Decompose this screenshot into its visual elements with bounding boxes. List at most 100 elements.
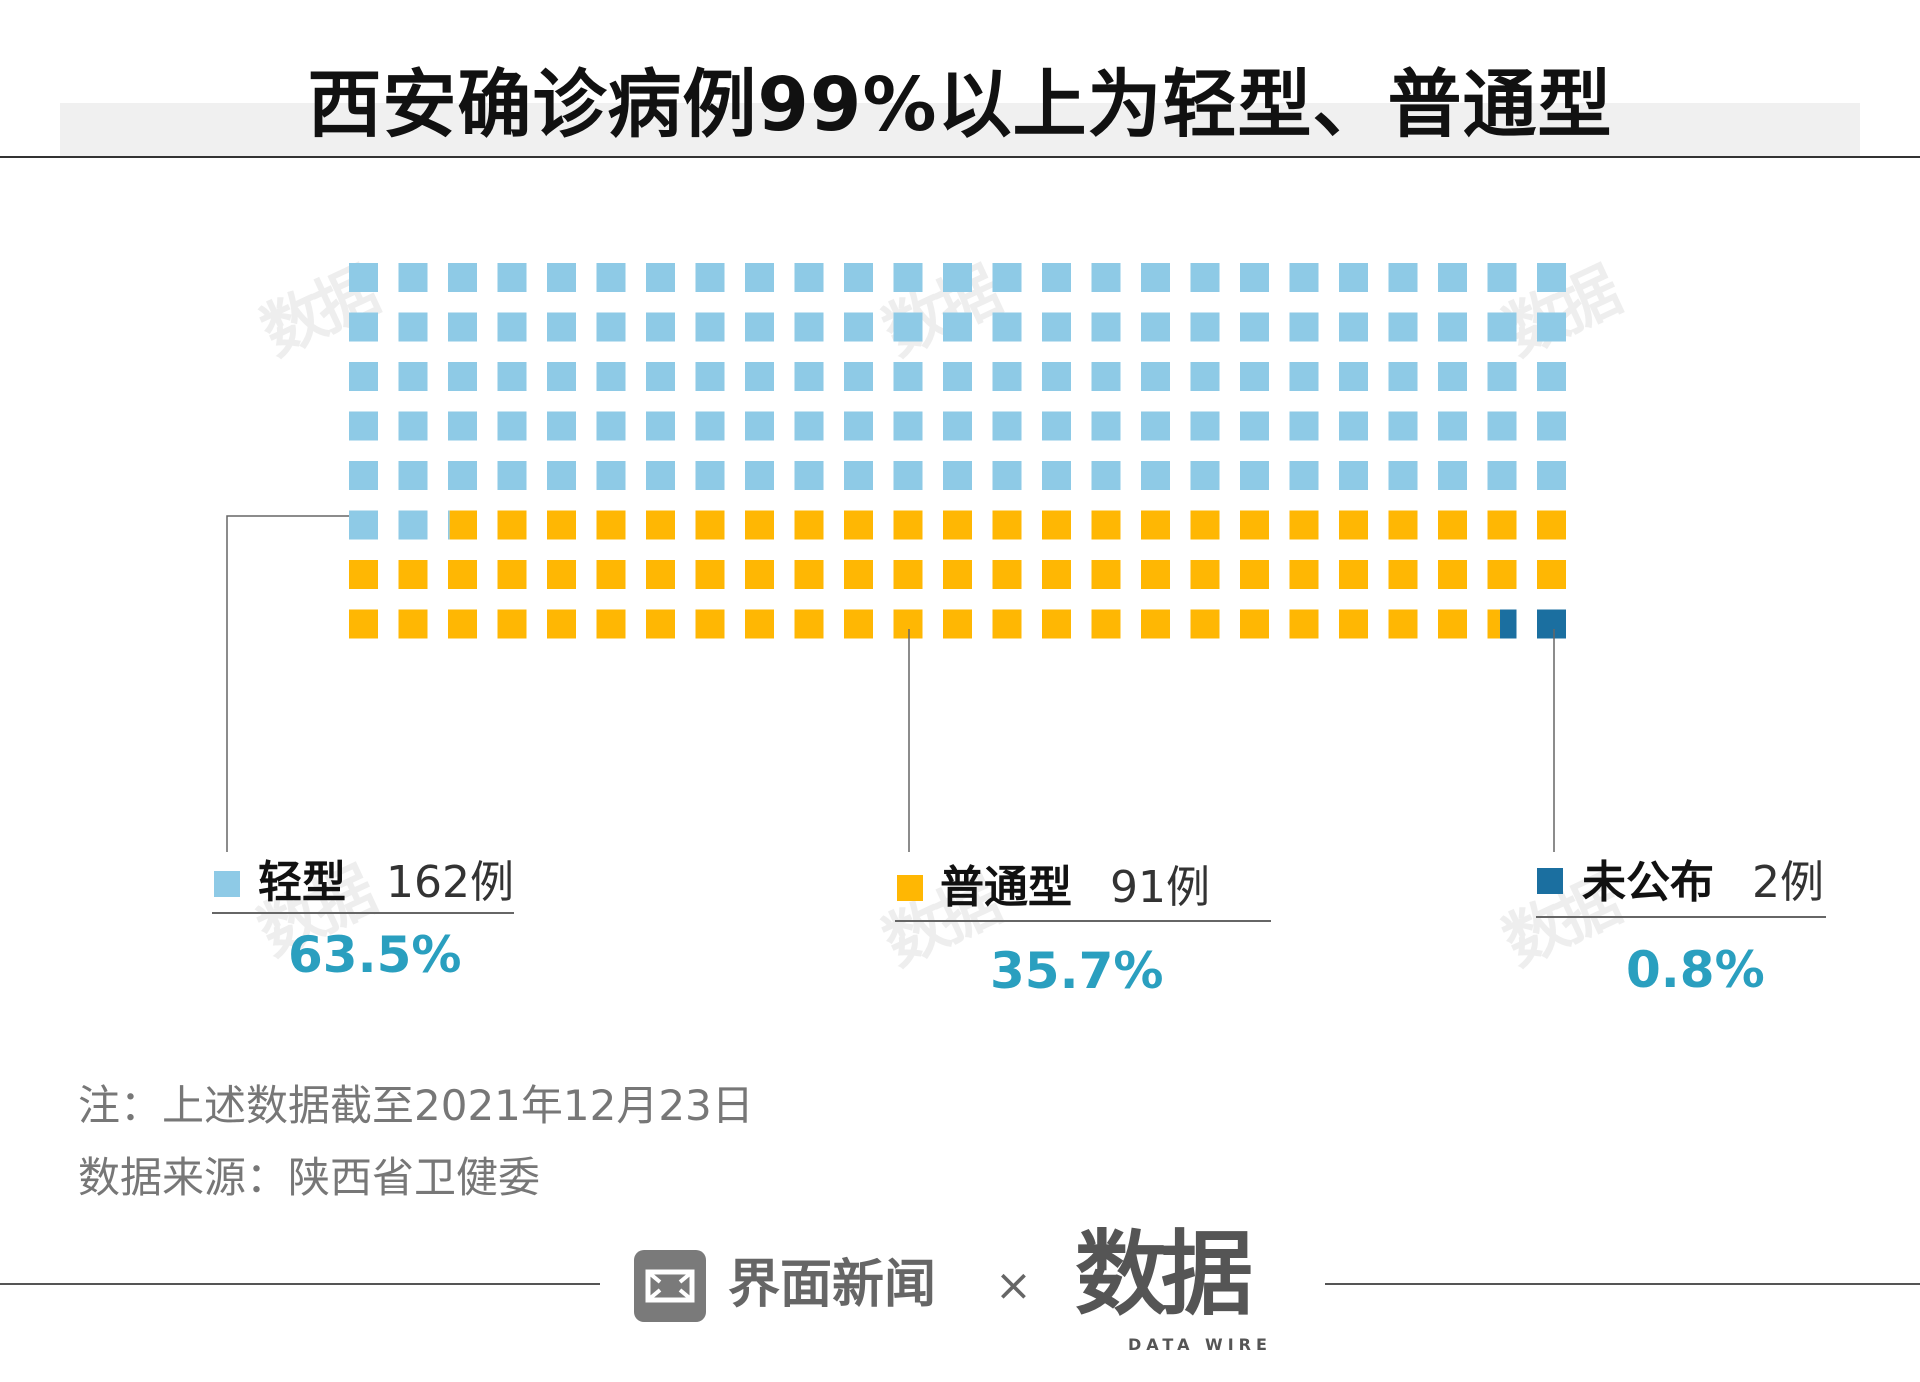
waffle-cell-普通型 (893, 560, 923, 589)
waffle-cell-轻型 (1487, 263, 1517, 292)
waffle-cell-轻型 (1537, 263, 1566, 292)
waffle-cell-轻型 (497, 411, 527, 441)
legend-swatch-common (897, 875, 923, 901)
waffle-cell-轻型 (1339, 312, 1368, 342)
waffle-cell-轻型 (893, 312, 923, 342)
waffle-cell-普通型 (547, 560, 576, 589)
waffle-cell-轻型 (1487, 411, 1517, 441)
waffle-cell-轻型 (448, 362, 477, 391)
waffle-cell-轻型 (1240, 312, 1269, 342)
waffle-cell-轻型 (1537, 312, 1566, 342)
waffle-cell-普通型 (1190, 510, 1220, 540)
waffle-cell-轻型 (1091, 312, 1121, 342)
waffle-cell-轻型 (1487, 461, 1517, 490)
waffle-cell-轻型 (1339, 362, 1368, 391)
waffle-cell-轻型 (497, 263, 527, 292)
waffle-cell-轻型 (1438, 461, 1467, 490)
waffle-cell-普通型 (1388, 510, 1418, 540)
legend-underline-unpublished (1536, 916, 1826, 918)
waffle-cell-普通型 (1141, 510, 1170, 540)
title-rule (0, 156, 1920, 158)
waffle-cell-轻型 (1388, 263, 1418, 292)
waffle-cell-普通型 (1388, 560, 1418, 589)
waffle-cell-普通型 (497, 609, 527, 639)
waffle-cell-普通型 (349, 609, 378, 639)
waffle-cell-轻型 (448, 411, 477, 441)
waffle-cell-普通型 (596, 609, 626, 639)
waffle-cell-普通型 (893, 510, 923, 540)
waffle-cell-轻型 (745, 312, 774, 342)
waffle-cell-普通型 (943, 510, 972, 540)
waffle-cell-轻型 (1438, 411, 1467, 441)
waffle-cell-轻型 (349, 510, 378, 540)
waffle-cell-轻型 (992, 362, 1022, 391)
waffle-cell-轻型 (1091, 461, 1121, 490)
waffle-cell-普通型 (992, 560, 1022, 589)
waffle-cell-普通型 (745, 510, 774, 540)
legend-percent-unpublished: 0.8% (1626, 941, 1765, 999)
waffle-cell-轻型 (1042, 362, 1071, 391)
waffle-cell-普通型 (695, 609, 725, 639)
legend-label-unpublished: 未公布 (1582, 857, 1714, 908)
waffle-cell-普通型 (646, 609, 675, 639)
waffle-cell-普通型 (992, 609, 1022, 639)
waffle-cell-轻型 (1190, 362, 1220, 391)
waffle-cell-普通型 (794, 560, 824, 589)
waffle-cell-轻型 (1141, 461, 1170, 490)
legend-count-common: 91例 (1110, 862, 1210, 913)
legend-underline-common (895, 920, 1271, 922)
waffle-cell-轻型 (1091, 362, 1121, 391)
waffle-cell-轻型 (844, 461, 873, 490)
waffle-cell-轻型 (893, 461, 923, 490)
waffle-cell-轻型 (943, 312, 972, 342)
waffle-cell-普通型 (1388, 609, 1418, 639)
waffle-cell-普通型 (1289, 609, 1319, 639)
waffle-cell-普通型 (646, 510, 675, 540)
waffle-cell-普通型 (844, 560, 873, 589)
waffle-cell-普通型 (1339, 510, 1368, 540)
jiemian-brand-text: 界面新闻 (728, 1255, 937, 1315)
waffle-cell-轻型 (794, 362, 824, 391)
legend-count-unpublished: 2例 (1752, 857, 1824, 908)
waffle-cell-轻型 (943, 362, 972, 391)
waffle-cell-轻型 (943, 461, 972, 490)
waffle-cell-轻型 (943, 411, 972, 441)
waffle-cell-轻型 (646, 461, 675, 490)
waffle-cell-轻型 (398, 510, 428, 540)
waffle-cell-轻型 (794, 411, 824, 441)
waffle-cell-轻型 (1388, 312, 1418, 342)
legend-swatch-mild (214, 871, 240, 897)
waffle-cell-普通型 (745, 560, 774, 589)
waffle-cell-普通型 (398, 560, 428, 589)
waffle-cell-轻型 (448, 510, 450, 540)
waffle-cell-轻型 (1042, 263, 1071, 292)
waffle-cell-未公布 (1500, 609, 1517, 639)
waffle-cell-普通型 (794, 510, 824, 540)
waffle-cell-轻型 (1289, 362, 1319, 391)
waffle-cell-轻型 (1438, 263, 1467, 292)
waffle-cell-普通型 (1042, 609, 1071, 639)
jiemian-logo-icon (634, 1250, 706, 1322)
waffle-cell-轻型 (1091, 263, 1121, 292)
waffle-cell-普通型 (1042, 510, 1071, 540)
waffle-cell-轻型 (1339, 461, 1368, 490)
waffle-cell-轻型 (1388, 461, 1418, 490)
waffle-cell-普通型 (497, 560, 527, 589)
waffle-cell-轻型 (1190, 461, 1220, 490)
waffle-cell-普通型 (1339, 609, 1368, 639)
waffle-cell-普通型 (596, 510, 626, 540)
legend-underline-mild (212, 912, 514, 914)
waffle-cell-普通型 (1141, 609, 1170, 639)
waffle-cell-普通型 (547, 609, 576, 639)
waffle-cell-轻型 (1141, 362, 1170, 391)
waffle-cell-普通型 (695, 560, 725, 589)
waffle-cell-普通型 (1438, 609, 1467, 639)
waffle-cell-轻型 (1141, 263, 1170, 292)
waffle-cell-普通型 (448, 560, 477, 589)
waffle-cell-轻型 (448, 263, 477, 292)
waffle-cell-轻型 (448, 461, 477, 490)
waffle-cell-普通型 (1240, 510, 1269, 540)
legend-label-common: 普通型 (940, 862, 1072, 913)
waffle-cell-轻型 (398, 461, 428, 490)
waffle-cell-轻型 (1339, 411, 1368, 441)
